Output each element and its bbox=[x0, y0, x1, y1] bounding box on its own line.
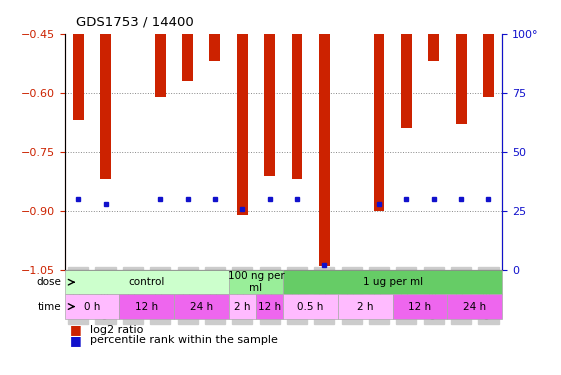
Bar bbox=[229, 294, 256, 319]
Bar bbox=[283, 294, 338, 319]
Bar bbox=[338, 294, 393, 319]
Text: 2 h: 2 h bbox=[234, 302, 251, 312]
Bar bbox=[374, 34, 384, 211]
Bar bbox=[209, 34, 220, 61]
Text: GDS1753 / 14400: GDS1753 / 14400 bbox=[76, 15, 194, 28]
Bar bbox=[401, 34, 412, 128]
Text: 0 h: 0 h bbox=[84, 302, 100, 312]
Text: time: time bbox=[38, 302, 62, 312]
Bar bbox=[119, 294, 174, 319]
Text: 24 h: 24 h bbox=[190, 302, 213, 312]
Text: control: control bbox=[128, 277, 165, 287]
Text: 24 h: 24 h bbox=[463, 302, 486, 312]
Bar bbox=[174, 294, 229, 319]
Bar bbox=[428, 34, 439, 61]
Bar bbox=[264, 34, 275, 176]
Text: 100 ng per
ml: 100 ng per ml bbox=[228, 272, 284, 293]
Bar bbox=[100, 34, 111, 179]
Bar bbox=[65, 294, 119, 319]
Text: 2 h: 2 h bbox=[357, 302, 374, 312]
Text: 12 h: 12 h bbox=[135, 302, 158, 312]
Text: dose: dose bbox=[37, 277, 62, 287]
Bar bbox=[237, 34, 248, 215]
Bar bbox=[448, 294, 502, 319]
Text: ■: ■ bbox=[70, 334, 82, 346]
Bar bbox=[229, 270, 283, 294]
Text: 12 h: 12 h bbox=[258, 302, 281, 312]
Text: ■: ■ bbox=[70, 324, 82, 336]
Bar bbox=[483, 34, 494, 97]
Text: 12 h: 12 h bbox=[408, 302, 431, 312]
Bar bbox=[256, 294, 283, 319]
Text: log2 ratio: log2 ratio bbox=[90, 325, 143, 335]
Text: percentile rank within the sample: percentile rank within the sample bbox=[90, 335, 278, 345]
Text: 0.5 h: 0.5 h bbox=[297, 302, 324, 312]
Bar bbox=[182, 34, 193, 81]
Text: 1 ug per ml: 1 ug per ml bbox=[362, 277, 423, 287]
Bar bbox=[292, 34, 302, 179]
Bar bbox=[319, 34, 330, 266]
Bar bbox=[65, 270, 229, 294]
Bar bbox=[283, 270, 502, 294]
Bar bbox=[73, 34, 84, 120]
Bar bbox=[393, 294, 447, 319]
Bar bbox=[155, 34, 165, 97]
Bar bbox=[456, 34, 467, 125]
